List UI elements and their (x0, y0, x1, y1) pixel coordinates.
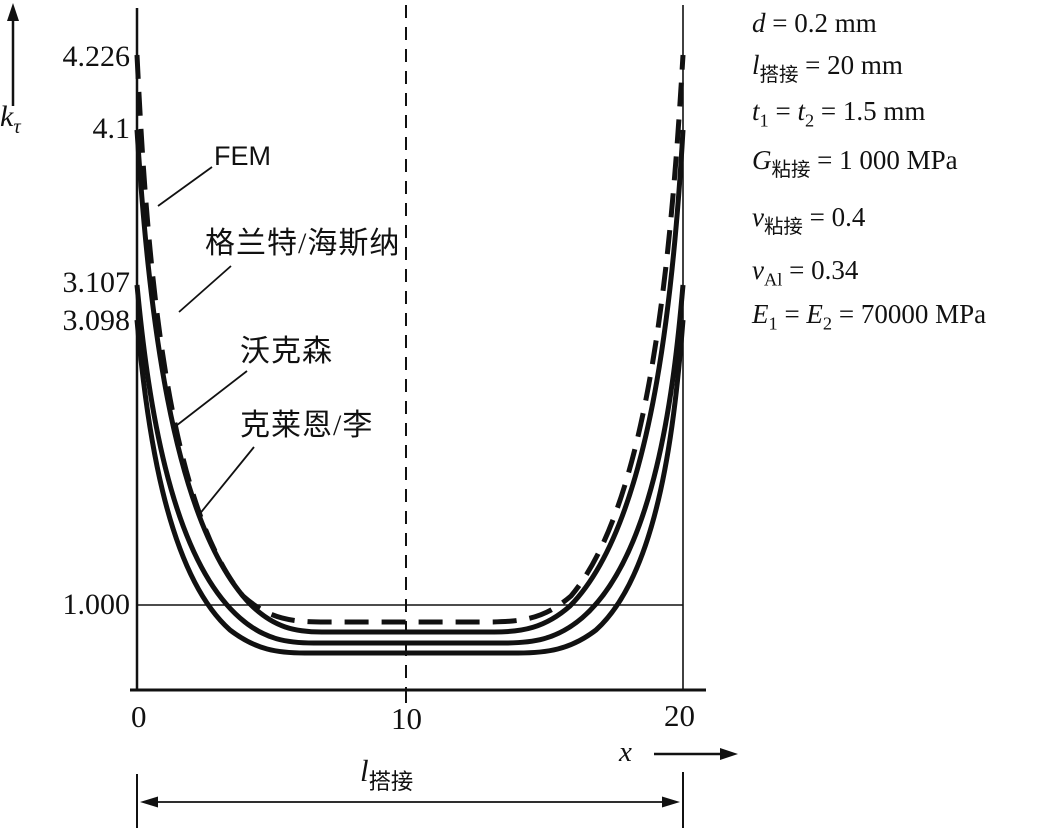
param-v1-var: v (752, 202, 764, 232)
param-e2-sub: 2 (822, 313, 833, 334)
curve-label-goland-reissner: 格兰特/海斯纳 (205, 227, 401, 260)
param-v1-sub: 粘接 (763, 216, 803, 238)
param-t-equals: = (768, 96, 798, 126)
param-t1-sub: 1 (759, 110, 769, 131)
dimension-label-main: l (360, 753, 369, 788)
curve-volkersen (134, 284, 686, 646)
param-d-value: = 0.2 mm (765, 8, 877, 38)
param-d: d = 0.2 mm (752, 8, 877, 39)
dimension-arrowhead-right (662, 796, 680, 808)
y-tick-41: 4.1 (92, 112, 131, 145)
curve-klein-lee (134, 319, 686, 656)
param-overlap-length: l搭接 = 20 mm (752, 50, 903, 87)
leader-volkersen (171, 370, 248, 430)
param-e-equals: = (777, 299, 807, 329)
param-poisson-al: vAl = 0.34 (752, 255, 858, 290)
curve-label-fem: FEM (214, 141, 271, 171)
curve-label-volkersen: 沃克森 (240, 335, 333, 368)
param-v2-value: = 0.34 (782, 255, 859, 285)
y-axis-title-main: k (0, 100, 14, 133)
x-axis-arrowhead (720, 748, 738, 760)
y-tick-4226: 4.226 (62, 40, 131, 73)
curve-fem (134, 54, 686, 625)
x-tick-0: 0 (131, 699, 147, 734)
param-d-var: d (752, 8, 766, 38)
param-e1-sub: 1 (768, 313, 778, 334)
dimension-arrowhead-left (140, 796, 158, 808)
param-thickness: t1 = t2 = 1.5 mm (752, 96, 925, 131)
param-l-value: = 20 mm (798, 50, 903, 80)
param-e-value: = 70000 MPa (832, 299, 987, 329)
param-g-value: = 1 000 MPa (810, 145, 958, 175)
param-g-sub: 粘接 (771, 159, 811, 181)
param-t-value: = 1.5 mm (814, 96, 926, 126)
dimension-label-sub: 搭接 (368, 768, 414, 794)
param-l-var: l (752, 50, 760, 80)
param-e1-var: E (752, 299, 769, 329)
param-t2-var: t (797, 96, 805, 126)
y-axis-title: kτ (0, 102, 21, 138)
y-axis-arrowhead (7, 3, 19, 21)
param-t2-sub: 2 (804, 110, 815, 131)
param-shear-modulus: G粘接 = 1 000 MPa (752, 145, 958, 182)
leader-klein-lee (197, 446, 255, 517)
curve-goland-reissner (134, 129, 686, 635)
y-axis-title-sub: τ (13, 116, 21, 139)
param-e2-var: E (806, 299, 823, 329)
y-tick-3107: 3.107 (62, 266, 131, 299)
param-g-var: G (752, 145, 772, 175)
param-v2-var: v (752, 255, 764, 285)
y-tick-1000: 1.000 (62, 588, 131, 621)
param-t1-var: t (752, 96, 760, 126)
leader-fem (157, 166, 213, 207)
param-youngs-modulus: E1 = E2 = 70000 MPa (752, 299, 986, 334)
y-tick-3098: 3.098 (62, 304, 131, 337)
param-l-sub: 搭接 (759, 64, 799, 86)
dimension-label: l搭接 (360, 755, 413, 793)
param-poisson-adhesive: v粘接 = 0.4 (752, 202, 865, 239)
param-v1-value: = 0.4 (802, 202, 866, 232)
x-tick-20: 20 (664, 698, 695, 733)
x-tick-10: 10 (391, 701, 422, 736)
param-v2-sub: Al (763, 269, 783, 290)
leader-goland-reissner (178, 265, 232, 313)
curve-label-klein-lee: 克莱恩/李 (240, 409, 374, 442)
x-axis-title: x (619, 736, 632, 768)
